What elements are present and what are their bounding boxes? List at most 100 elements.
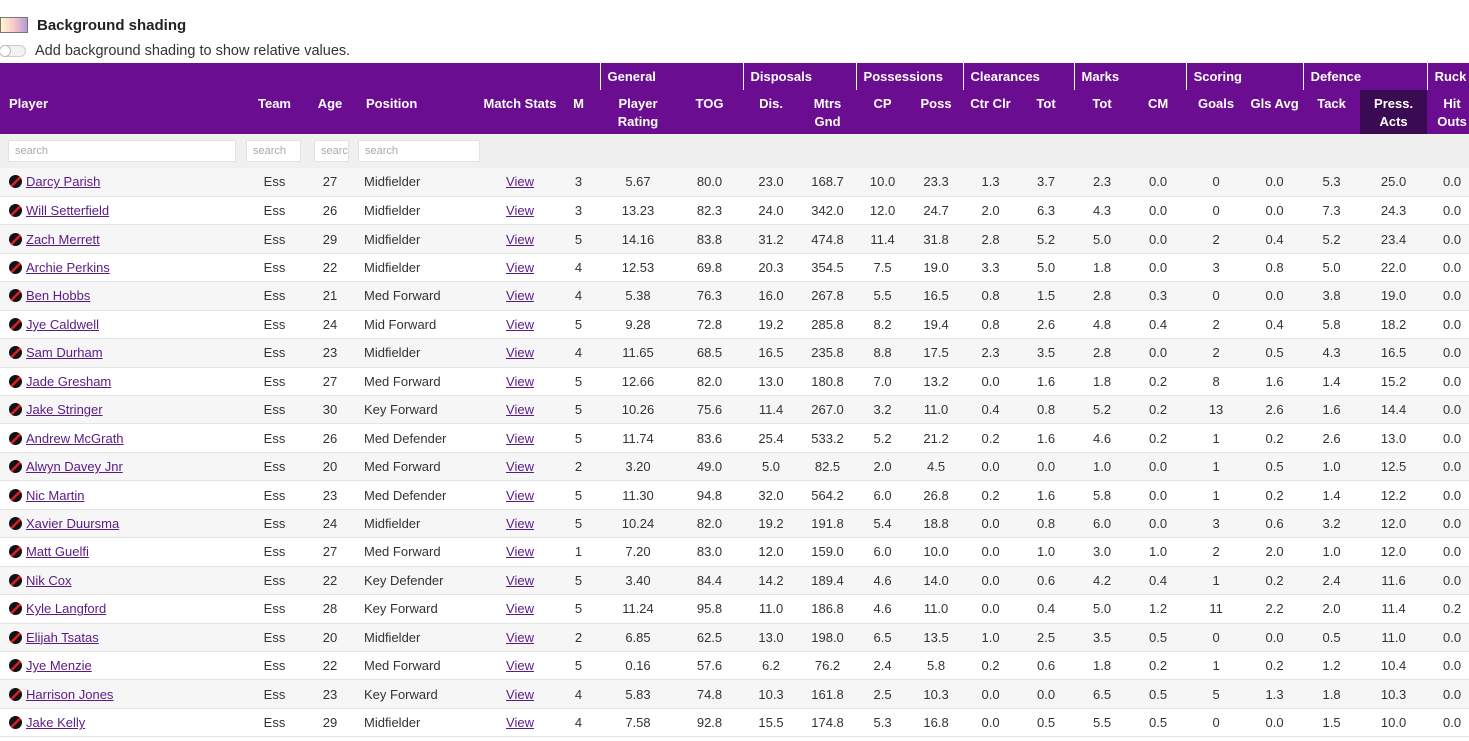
col-metres-gained[interactable]: Mtrs Gnd — [799, 90, 857, 134]
player-rating-cell: 3.20 — [600, 452, 676, 482]
clearances-total-cell: 1.0 — [1018, 537, 1075, 567]
view-match-stats-link[interactable]: View — [506, 658, 534, 674]
view-match-stats-link[interactable]: View — [506, 288, 534, 304]
view-match-stats-link[interactable]: View — [506, 629, 534, 645]
view-match-stats-link[interactable]: View — [506, 430, 534, 446]
team-search-input[interactable]: search — [246, 140, 301, 162]
player-name-link[interactable]: Matt Guelfi — [26, 544, 89, 560]
player-rating-cell: 12.53 — [600, 253, 676, 283]
view-match-stats-link[interactable]: View — [506, 203, 534, 219]
view-match-stats-link[interactable]: View — [506, 544, 534, 560]
col-age[interactable]: Age — [303, 90, 357, 134]
view-match-stats-link[interactable]: View — [506, 459, 534, 475]
player-name-link[interactable]: Harrison Jones — [26, 686, 114, 702]
player-name-link[interactable]: Sam Durham — [26, 345, 103, 361]
col-disposals[interactable]: Dis. — [743, 90, 800, 134]
age-search-input[interactable]: search — [314, 140, 349, 162]
team-logo-icon — [9, 346, 22, 360]
team-logo-icon — [9, 317, 22, 331]
col-player[interactable]: Player — [0, 90, 246, 134]
pressure-acts-cell: 22.0 — [1360, 253, 1428, 283]
match-stats-cell: View — [483, 537, 557, 567]
col-matches[interactable]: M — [557, 90, 600, 134]
view-match-stats-link[interactable]: View — [506, 402, 534, 418]
player-name-link[interactable]: Zach Merrett — [26, 231, 100, 247]
player-name-link[interactable]: Nic Martin — [26, 487, 85, 503]
player-name-link[interactable]: Jade Gresham — [26, 373, 112, 389]
player-name-link[interactable]: Jake Kelly — [26, 715, 86, 731]
player-name-link[interactable]: Archie Perkins — [26, 260, 110, 276]
centre-clearances-cell: 0.2 — [963, 423, 1019, 453]
col-marks-total[interactable]: Tot — [1074, 90, 1131, 134]
player-name-link[interactable]: Andrew McGrath — [26, 430, 124, 446]
view-match-stats-link[interactable]: View — [506, 345, 534, 361]
team-cell: Ess — [246, 480, 303, 510]
player-name-link[interactable]: Jye Caldwell — [26, 316, 99, 332]
position-search-input[interactable]: search — [358, 140, 480, 162]
col-position[interactable]: Position — [357, 90, 483, 134]
team-logo-icon — [9, 403, 22, 417]
disposals-cell: 14.2 — [743, 566, 800, 596]
match-stats-cell: View — [483, 253, 557, 283]
col-player-rating[interactable]: Player Rating — [600, 90, 676, 134]
col-goals-average[interactable]: Gls Avg — [1246, 90, 1304, 134]
player-name-link[interactable]: Alwyn Davey Jnr — [26, 459, 123, 475]
view-match-stats-link[interactable]: View — [506, 715, 534, 731]
player-name-link[interactable]: Kyle Langford — [26, 601, 107, 617]
col-goals[interactable]: Goals — [1186, 90, 1247, 134]
player-rating-cell: 9.28 — [600, 310, 676, 340]
matches-cell: 5 — [557, 509, 600, 539]
view-match-stats-link[interactable]: View — [506, 572, 534, 588]
view-match-stats-link[interactable]: View — [506, 686, 534, 702]
possessions-cell: 13.2 — [909, 367, 964, 397]
matches-cell: 5 — [557, 224, 600, 254]
view-match-stats-link[interactable]: View — [506, 373, 534, 389]
col-team[interactable]: Team — [246, 90, 303, 134]
team-logo-icon — [9, 687, 22, 701]
possessions-cell: 14.0 — [909, 566, 964, 596]
col-centre-clearances[interactable]: Ctr Clr — [963, 90, 1019, 134]
view-match-stats-link[interactable]: View — [506, 601, 534, 617]
background-shading-option: Add background shading to show relative … — [0, 40, 350, 62]
col-possessions[interactable]: Poss — [909, 90, 964, 134]
col-pressure-acts[interactable]: Press. Acts — [1360, 90, 1428, 134]
pressure-acts-cell: 10.0 — [1360, 708, 1428, 738]
hit-outs-cell: 0.0 — [1427, 708, 1469, 738]
player-name-link[interactable]: Jye Menzie — [26, 658, 92, 674]
metres-gained-cell: 189.4 — [799, 566, 857, 596]
matches-cell: 4 — [557, 338, 600, 368]
hit-outs-cell: 0.0 — [1427, 338, 1469, 368]
col-match-stats[interactable]: Match Stats — [483, 90, 557, 134]
match-stats-cell: View — [483, 452, 557, 482]
view-match-stats-link[interactable]: View — [506, 515, 534, 531]
player-name-link[interactable]: Will Setterfield — [26, 203, 110, 219]
view-match-stats-link[interactable]: View — [506, 174, 534, 190]
view-match-stats-link[interactable]: View — [506, 487, 534, 503]
col-contested-possessions[interactable]: CP — [856, 90, 910, 134]
table-row: Jye Menzie Ess 22 Med Forward View 5 0.16 57.6 6… — [0, 651, 1469, 681]
col-tog[interactable]: TOG — [676, 90, 744, 134]
player-name-link[interactable]: Ben Hobbs — [26, 288, 91, 304]
player-name-link[interactable]: Nik Cox — [26, 572, 72, 588]
player-cell: Zach Merrett — [0, 224, 246, 254]
possessions-cell: 11.0 — [909, 594, 964, 624]
matches-cell: 5 — [557, 395, 600, 425]
player-name-link[interactable]: Darcy Parish — [26, 174, 101, 190]
background-shading-toggle[interactable] — [0, 45, 26, 57]
col-clearances-total[interactable]: Tot — [1018, 90, 1075, 134]
centre-clearances-cell: 0.0 — [963, 537, 1019, 567]
player-name-link[interactable]: Xavier Duursma — [26, 515, 120, 531]
view-match-stats-link[interactable]: View — [506, 231, 534, 247]
player-rating-cell: 11.65 — [600, 338, 676, 368]
player-search-input[interactable]: search — [8, 140, 236, 162]
player-name-link[interactable]: Jake Stringer — [26, 402, 103, 418]
col-tackles[interactable]: Tack — [1303, 90, 1361, 134]
player-name-link[interactable]: Elijah Tsatas — [26, 629, 99, 645]
disposals-cell: 19.2 — [743, 509, 800, 539]
marks-total-cell: 5.8 — [1074, 480, 1131, 510]
col-hit-outs[interactable]: Hit Outs — [1427, 90, 1469, 134]
col-contested-marks[interactable]: CM — [1130, 90, 1187, 134]
view-match-stats-link[interactable]: View — [506, 316, 534, 332]
centre-clearances-cell: 1.0 — [963, 623, 1019, 652]
view-match-stats-link[interactable]: View — [506, 260, 534, 276]
